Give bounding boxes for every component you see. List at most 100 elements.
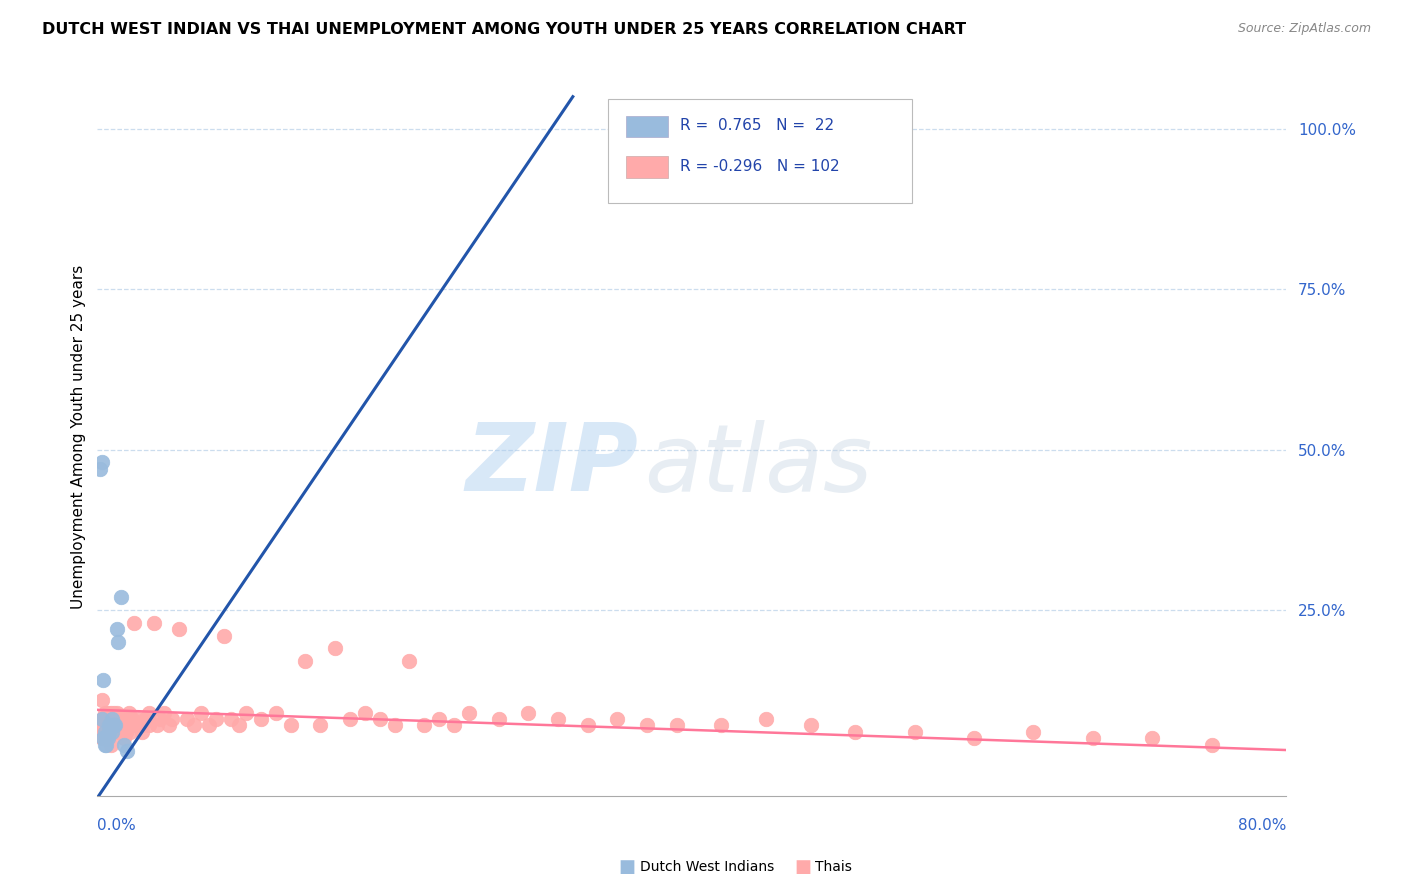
Point — [91, 712, 114, 726]
Text: ■: ■ — [794, 858, 811, 876]
Point — [117, 706, 139, 720]
Point — [146, 718, 169, 732]
Point — [96, 731, 118, 746]
Point — [264, 706, 287, 720]
Point — [103, 718, 125, 732]
Point — [90, 455, 112, 469]
Point — [353, 706, 375, 720]
Point — [103, 706, 125, 720]
Point — [457, 706, 479, 720]
Point — [142, 615, 165, 630]
FancyBboxPatch shape — [626, 116, 668, 137]
Point — [112, 738, 135, 752]
Point — [94, 738, 117, 752]
Point — [121, 712, 143, 726]
Point — [98, 718, 121, 732]
Text: ■: ■ — [619, 858, 636, 876]
FancyBboxPatch shape — [609, 99, 911, 203]
Point — [107, 724, 129, 739]
Point — [488, 712, 510, 726]
Point — [157, 718, 180, 732]
Point — [443, 718, 465, 732]
Point — [134, 712, 156, 726]
Point — [427, 712, 450, 726]
Point — [115, 718, 138, 732]
Point — [606, 712, 628, 726]
Point — [138, 706, 160, 720]
Point — [89, 724, 111, 739]
Point — [1201, 738, 1223, 752]
Point — [91, 718, 114, 732]
Point — [576, 718, 599, 732]
Point — [212, 629, 235, 643]
Point — [280, 718, 302, 732]
Point — [235, 706, 257, 720]
Point — [96, 738, 118, 752]
Point — [138, 718, 160, 732]
Point — [118, 712, 141, 726]
Point — [94, 718, 117, 732]
Point — [205, 712, 228, 726]
Point — [309, 718, 332, 732]
Point — [755, 712, 778, 726]
Text: 0.0%: 0.0% — [97, 818, 136, 833]
Point — [710, 718, 733, 732]
Point — [149, 712, 172, 726]
Point — [398, 654, 420, 668]
Text: DUTCH WEST INDIAN VS THAI UNEMPLOYMENT AMONG YOUTH UNDER 25 YEARS CORRELATION CH: DUTCH WEST INDIAN VS THAI UNEMPLOYMENT A… — [42, 22, 966, 37]
Point — [97, 718, 120, 732]
Point — [228, 718, 250, 732]
Point — [105, 622, 128, 636]
Point — [115, 744, 138, 758]
Point — [90, 712, 112, 726]
Point — [153, 706, 176, 720]
Point — [105, 706, 128, 720]
Point — [112, 731, 135, 746]
Point — [112, 712, 135, 726]
Point — [98, 724, 121, 739]
Text: atlas: atlas — [644, 420, 872, 511]
Point — [91, 724, 114, 739]
Point — [118, 724, 141, 739]
Point — [339, 712, 361, 726]
Point — [98, 724, 121, 739]
Point — [90, 731, 112, 746]
Text: Source: ZipAtlas.com: Source: ZipAtlas.com — [1237, 22, 1371, 36]
Point — [103, 718, 125, 732]
Point — [89, 462, 111, 476]
FancyBboxPatch shape — [626, 156, 668, 178]
Text: 80.0%: 80.0% — [1237, 818, 1286, 833]
Point — [110, 590, 132, 604]
Point — [94, 724, 117, 739]
Point — [101, 724, 124, 739]
Point — [104, 718, 127, 732]
Point — [176, 712, 198, 726]
Point — [131, 724, 153, 739]
Point — [104, 712, 127, 726]
Point — [1081, 731, 1104, 746]
Point — [111, 718, 134, 732]
Point — [101, 724, 124, 739]
Point — [190, 706, 212, 720]
Text: Thais: Thais — [815, 860, 852, 874]
Point — [90, 712, 112, 726]
Point — [87, 718, 110, 732]
Point — [96, 724, 118, 739]
Point — [167, 622, 190, 636]
Point — [183, 718, 205, 732]
Point — [100, 706, 122, 720]
Point — [903, 724, 925, 739]
Point — [101, 712, 124, 726]
Point — [110, 724, 132, 739]
Point — [96, 731, 118, 746]
Point — [294, 654, 316, 668]
Point — [323, 641, 346, 656]
Point — [97, 731, 120, 746]
Point — [413, 718, 436, 732]
Point — [94, 712, 117, 726]
Text: Dutch West Indians: Dutch West Indians — [640, 860, 773, 874]
Point — [198, 718, 221, 732]
Point — [368, 712, 391, 726]
Point — [104, 724, 127, 739]
Point — [160, 712, 183, 726]
